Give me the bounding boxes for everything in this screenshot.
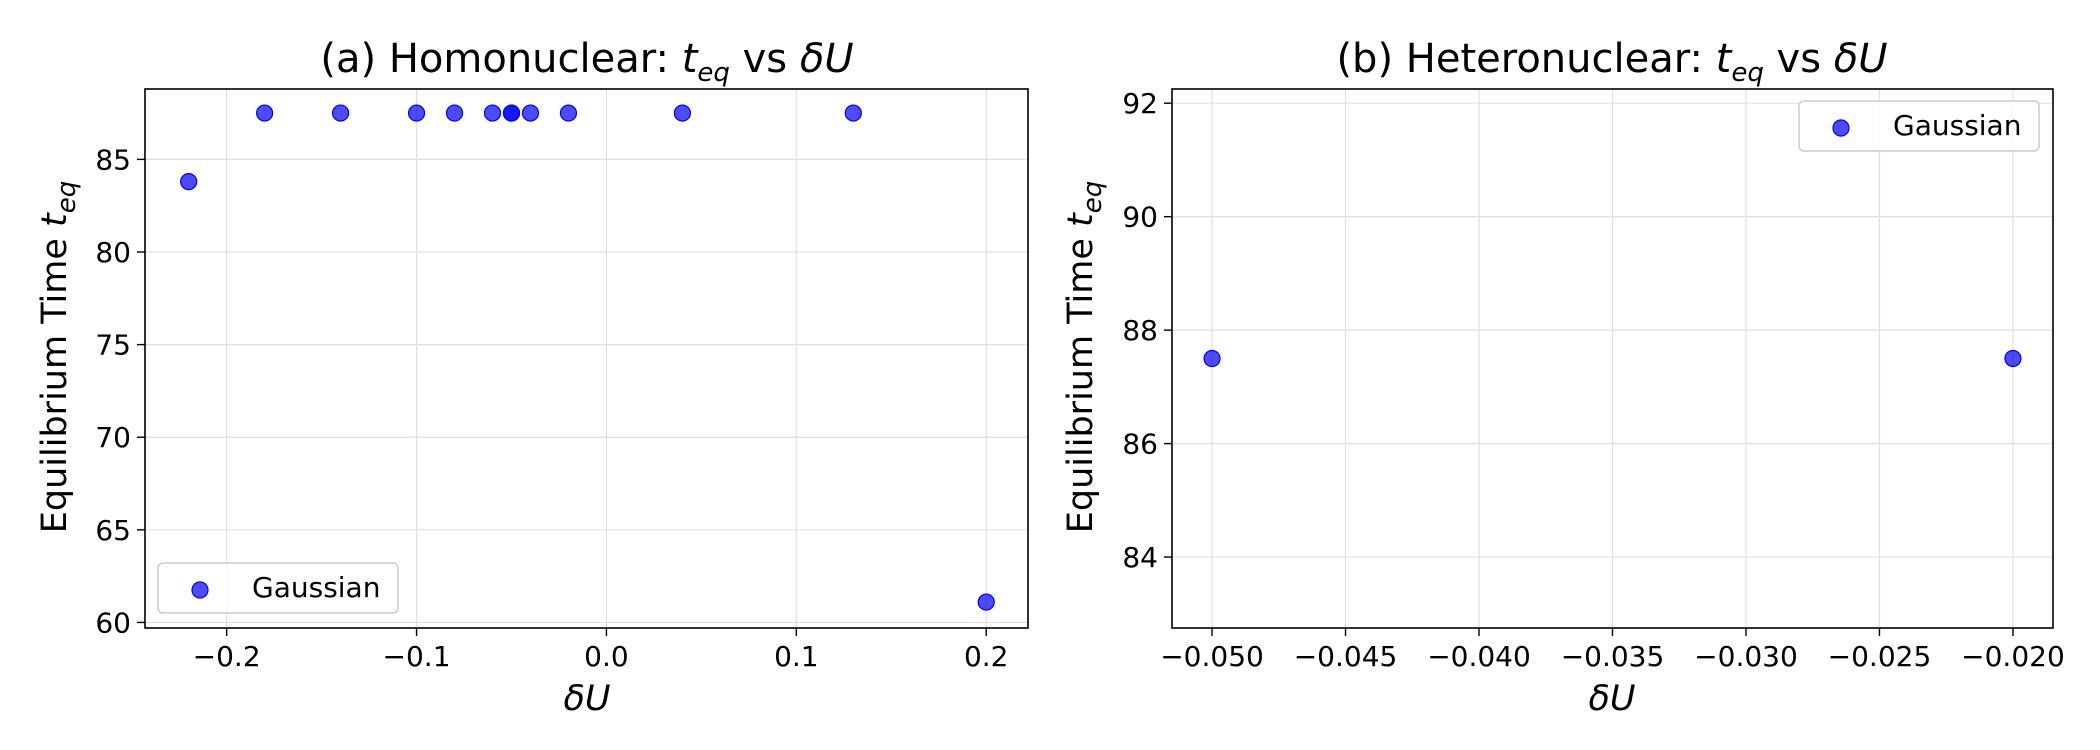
- panel-a-x-ticks: −0.2 −0.1 0.0 0.1 0.2: [193, 628, 1009, 673]
- panel-a-legend-label: Gaussian: [252, 571, 380, 604]
- panel-a-y-tick-label: 70: [95, 421, 131, 454]
- panel-b-x-tick-label: −0.025: [1828, 640, 1932, 673]
- panel-a-y-tick-label: 75: [95, 329, 131, 362]
- panel-b-heteronuclear: (b) Heteronuclear: teq vs δU −0.050 −0.04…: [1061, 36, 2065, 719]
- panel-a-y-ticks: 60 65 70 75 80 85: [95, 143, 145, 639]
- panel-a-x-tick-label: −0.1: [383, 640, 451, 673]
- panel-b-data-point: [1203, 349, 1221, 368]
- panel-a-x-tick-label: 0.0: [584, 640, 629, 673]
- panel-b-legend-label: Gaussian: [1893, 109, 2021, 142]
- panel-a-x-tick-label: 0.1: [774, 640, 819, 673]
- panel-a-legend-box: [157, 562, 399, 614]
- panel-a-legend-marker: [191, 581, 209, 599]
- panel-b-points: [1203, 349, 2022, 368]
- panel-a-x-tick-label: 0.2: [964, 640, 1009, 673]
- panel-b-y-tick-label: 92: [1122, 87, 1158, 120]
- panel-a-grid: [145, 89, 1028, 628]
- panel-a-x-tick-label: −0.2: [193, 640, 261, 673]
- panel-b-legend-box: [1798, 100, 2040, 152]
- panel-a-data-point: [673, 104, 691, 122]
- panel-b-x-tick-label: −0.020: [1961, 640, 2065, 673]
- panel-a-y-axis-label: Equilibrium Time teq: [35, 181, 82, 533]
- panel-a-data-point: [521, 104, 540, 122]
- panel-a-title: (a) Homonuclear: teq vs δU: [320, 36, 853, 88]
- panel-b-x-axis-label: δU: [1588, 679, 1635, 719]
- panel-a-y-tick-label: 80: [95, 236, 131, 269]
- panel-b-title: (b) Heteronuclear: teq vs δU: [1336, 36, 1887, 88]
- panel-a-data-point: [256, 104, 274, 122]
- panel-a-data-point: [331, 104, 350, 122]
- panel-b-legend-marker: [1832, 119, 1850, 137]
- panel-b-data-point: [2004, 349, 2022, 368]
- panel-a-data-point: [559, 104, 578, 122]
- panel-a-y-tick-label: 85: [95, 143, 131, 176]
- panel-b-x-tick-label: −0.040: [1427, 640, 1531, 673]
- panel-a-data-point: [844, 104, 862, 122]
- panel-a-y-tick-label: 65: [95, 514, 131, 547]
- panel-b-y-tick-label: 88: [1122, 314, 1158, 347]
- panel-b-legend: Gaussian: [1798, 100, 2040, 152]
- panel-b-y-tick-label: 84: [1122, 541, 1158, 574]
- panel-a-data-point: [977, 593, 995, 611]
- panel-b-x-tick-label: −0.050: [1160, 640, 1264, 673]
- panel-a-data-point: [445, 104, 464, 122]
- panel-b-x-ticks: −0.050 −0.045 −0.040 −0.035 −0.030 −0.025 −0.0…: [1160, 628, 2065, 673]
- panel-b-x-tick-label: −0.045: [1294, 640, 1398, 673]
- panel-b-x-tick-label: −0.030: [1694, 640, 1798, 673]
- panel-a-legend: Gaussian: [157, 562, 399, 614]
- panel-a-data-point: [502, 104, 521, 122]
- panel-a-data-point: [407, 104, 426, 122]
- panel-b-y-tick-label: 86: [1122, 428, 1158, 461]
- panel-a-data-point: [483, 104, 502, 122]
- panel-a-homonuclear: (a) Homonuclear: teq vs δU −0.2 −0.1 0.0 0.…: [35, 36, 1029, 719]
- panel-b-y-tick-label: 90: [1122, 201, 1158, 234]
- panel-b-x-tick-label: −0.035: [1561, 640, 1665, 673]
- panel-b-y-axis-label: Equilibrium Time teq: [1061, 181, 1108, 533]
- panel-a-data-point: [180, 173, 198, 191]
- panel-a-y-tick-label: 60: [95, 606, 131, 639]
- panel-b-y-ticks: 84 86 88 90 92: [1122, 87, 1172, 574]
- panel-a-x-axis-label: δU: [563, 679, 610, 719]
- panel-a-plot-frame: [144, 88, 1029, 629]
- panel-b-grid: [1172, 89, 2053, 628]
- panel-a-points: [180, 104, 995, 611]
